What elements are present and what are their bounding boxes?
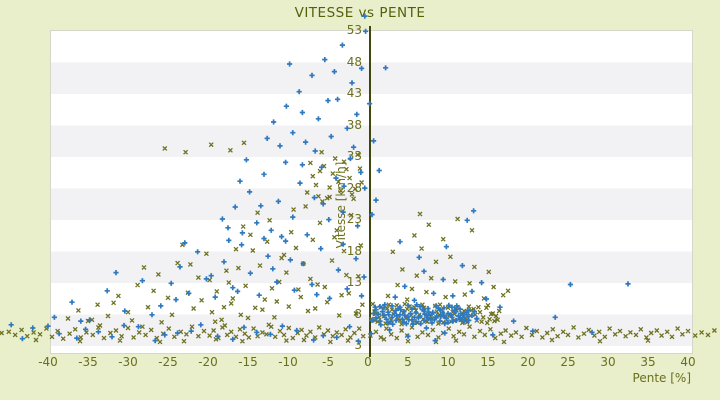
x-tick-label: 10 bbox=[440, 355, 456, 369]
x-tick-label: 35 bbox=[640, 355, 656, 369]
x-tick-label: 15 bbox=[480, 355, 496, 369]
series-blue-points bbox=[8, 13, 631, 344]
x-tick-label: -30 bbox=[118, 355, 138, 369]
series-olive-points bbox=[0, 140, 717, 345]
zero-axis-line bbox=[369, 26, 371, 357]
x-tick-label: -10 bbox=[278, 355, 298, 369]
x-tick-label: 20 bbox=[520, 355, 536, 369]
x-tick-label: 30 bbox=[600, 355, 616, 369]
plot-area bbox=[50, 30, 693, 354]
y-tick-label: 38 bbox=[346, 117, 362, 132]
y-tick-label: 3 bbox=[354, 338, 362, 352]
x-tick-label: -20 bbox=[198, 355, 218, 369]
x-tick-label: -35 bbox=[78, 355, 98, 369]
chart-title: VITESSE vs PENTE bbox=[294, 5, 426, 21]
x-tick-label: -25 bbox=[158, 355, 178, 369]
y-tick-label: 18 bbox=[346, 243, 362, 258]
x-tick-label: -40 bbox=[38, 355, 58, 369]
y-tick-label: 43 bbox=[346, 86, 362, 100]
y-tick-label: 48 bbox=[346, 54, 362, 69]
x-tick-label: 40 bbox=[680, 355, 696, 369]
y-tick-label: 13 bbox=[346, 275, 362, 289]
x-tick-label: 0 bbox=[364, 355, 372, 369]
y-tick-label: 53 bbox=[346, 23, 362, 37]
x-tick-label: -5 bbox=[322, 355, 334, 369]
y-tick-label: 8 bbox=[354, 306, 362, 321]
x-tick-label: 5 bbox=[404, 355, 412, 369]
x-tick-label: -15 bbox=[238, 355, 258, 369]
x-axis-title: Pente [%] bbox=[632, 371, 691, 385]
x-tick-label: 25 bbox=[560, 355, 576, 369]
